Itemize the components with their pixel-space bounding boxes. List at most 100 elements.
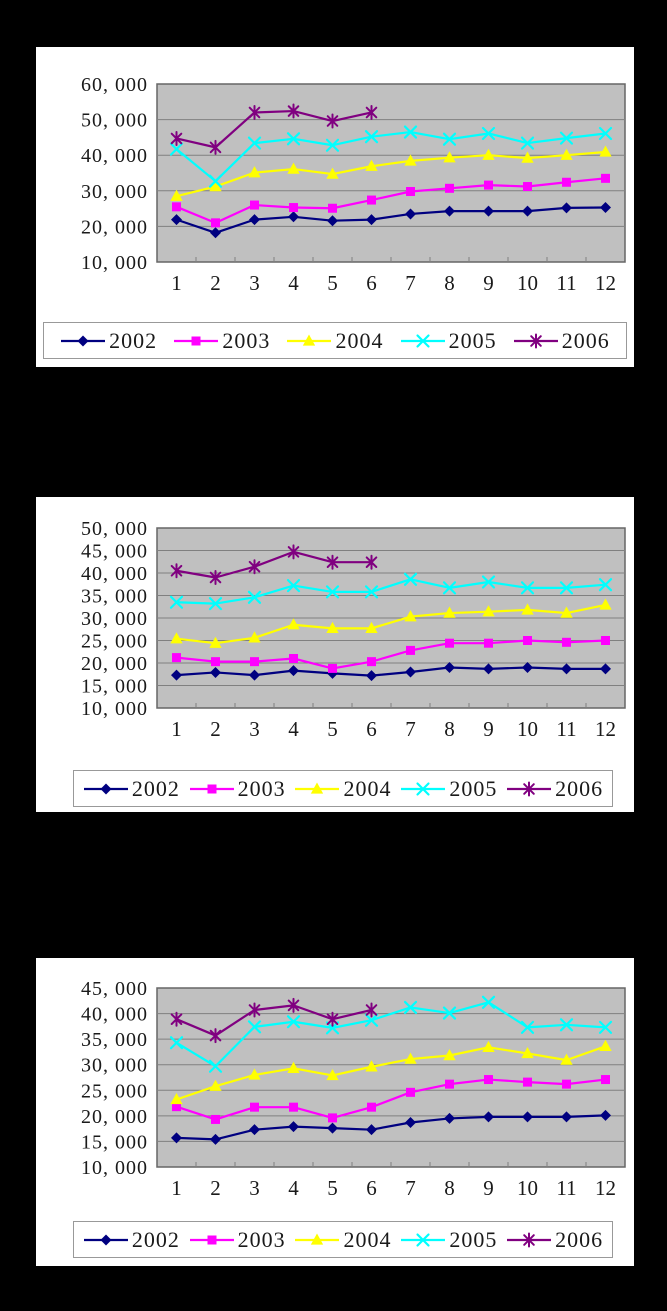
marker-2006 xyxy=(209,1028,222,1044)
marker-2005 xyxy=(416,781,430,796)
marker-2005 xyxy=(325,138,340,152)
marker-2005 xyxy=(559,581,574,595)
marker-2005 xyxy=(247,1020,262,1034)
x-tick-label: 10 xyxy=(517,717,538,741)
marker-2003 xyxy=(289,654,298,663)
legend-label: 2003 xyxy=(237,1226,286,1252)
legend-item-2002: 2002 xyxy=(83,1227,180,1253)
x-tick-label: 8 xyxy=(444,1176,455,1200)
legend-label: 2004 xyxy=(335,327,384,353)
legend-item-2005: 2005 xyxy=(400,328,497,354)
marker-2003 xyxy=(207,1235,217,1244)
x-tick-label: 1 xyxy=(171,717,182,741)
marker-2004 xyxy=(443,1049,456,1061)
marker-2006 xyxy=(326,113,339,129)
y-tick-label: 30, 000 xyxy=(81,608,148,630)
marker-2006 xyxy=(287,997,300,1013)
series-line-2006 xyxy=(176,550,372,579)
marker-2004 xyxy=(326,1068,339,1081)
marker-2005 xyxy=(598,578,613,592)
marker-2003 xyxy=(445,1079,454,1089)
x-tick-label: 12 xyxy=(595,717,616,741)
series-line-2003 xyxy=(176,177,606,224)
legend-label: 2006 xyxy=(555,1226,604,1252)
marker-2004 xyxy=(482,148,495,160)
marker-2005 xyxy=(247,590,262,604)
legend-label: 2006 xyxy=(561,327,610,353)
x-tick-label: 4 xyxy=(288,1176,299,1200)
marker-2004 xyxy=(248,631,261,643)
marker-2002 xyxy=(522,205,533,217)
x-tick-label: 9 xyxy=(483,1176,494,1200)
marker-2004 xyxy=(170,632,183,644)
marker-2003 xyxy=(172,653,181,663)
marker-2005 xyxy=(286,578,301,593)
marker-2005 xyxy=(208,596,223,611)
marker-2002 xyxy=(405,1117,416,1129)
chart-card-bottom: 45, 000 40, 000 35, 000 30, 000 25, 000 20, 0… xyxy=(36,958,634,1266)
marker-2003 xyxy=(601,173,610,183)
marker-2003 xyxy=(484,638,493,648)
y-tick-label: 10, 000 xyxy=(81,1157,148,1179)
legend-item-2002: 2002 xyxy=(83,776,180,802)
y-tick-label: 15, 000 xyxy=(81,1131,148,1153)
marker-2002 xyxy=(366,670,377,682)
x-tick-label: 8 xyxy=(444,717,455,741)
marker-2003 xyxy=(250,1102,259,1112)
y-tick-label: 60, 000 xyxy=(81,74,148,96)
marker-2004 xyxy=(521,151,534,163)
legend-marker-x-icon xyxy=(401,1232,446,1247)
x-tick-label: 9 xyxy=(483,717,494,741)
x-tick-label: 11 xyxy=(556,717,576,741)
marker-2002 xyxy=(483,1111,494,1123)
marker-2005 xyxy=(208,174,223,188)
y-tick-label: 30, 000 xyxy=(81,1055,148,1077)
marker-2004 xyxy=(365,1060,378,1072)
legend: 2002 2003 2004 2005 2006 xyxy=(73,770,613,807)
series-line-2004 xyxy=(176,1045,606,1101)
marker-2004 xyxy=(287,162,300,174)
x-tick-label: 3 xyxy=(249,717,260,741)
marker-2005 xyxy=(169,1036,184,1050)
marker-2005 xyxy=(286,1015,301,1029)
x-tick-label: 7 xyxy=(405,1176,416,1200)
marker-2002 xyxy=(561,663,572,675)
x-tick-label: 5 xyxy=(327,717,338,741)
y-tick-label: 40, 000 xyxy=(81,563,148,585)
marker-2002 xyxy=(405,208,416,220)
legend-label: 2002 xyxy=(131,1226,180,1252)
marker-2002 xyxy=(210,227,221,239)
marker-2003 xyxy=(289,203,298,213)
marker-2006 xyxy=(326,554,339,570)
x-tick-label: 7 xyxy=(405,271,416,295)
legend-marker-square-icon xyxy=(189,784,234,793)
marker-2004 xyxy=(560,148,573,160)
marker-2003 xyxy=(523,1077,532,1087)
marker-2002 xyxy=(249,669,260,681)
legend-label: 2004 xyxy=(343,1226,392,1252)
marker-2002 xyxy=(522,662,533,673)
marker-2002 xyxy=(483,663,494,675)
marker-2004 xyxy=(482,605,495,617)
marker-2005 xyxy=(598,1020,613,1034)
line-chart-1: 60, 000 50, 000 40, 000 30, 000 20, 000 10, 0… xyxy=(81,74,626,295)
marker-2002 xyxy=(288,665,299,677)
marker-2003 xyxy=(445,638,454,648)
marker-2004 xyxy=(209,1079,222,1091)
marker-2003 xyxy=(328,203,337,213)
marker-2006 xyxy=(326,1011,339,1027)
marker-2003 xyxy=(191,336,201,345)
marker-2005 xyxy=(559,131,574,145)
series-line-2002 xyxy=(176,1114,606,1141)
marker-2003 xyxy=(328,1113,337,1123)
marker-2006 xyxy=(365,104,378,120)
marker-2002 xyxy=(444,205,455,217)
marker-2006 xyxy=(248,104,261,120)
marker-2006 xyxy=(287,544,300,560)
marker-2005 xyxy=(364,1013,379,1027)
marker-2004 xyxy=(560,606,573,618)
marker-2006 xyxy=(170,563,183,579)
marker-2003 xyxy=(367,657,376,667)
marker-2003 xyxy=(211,218,220,228)
marker-2005 xyxy=(598,126,613,141)
